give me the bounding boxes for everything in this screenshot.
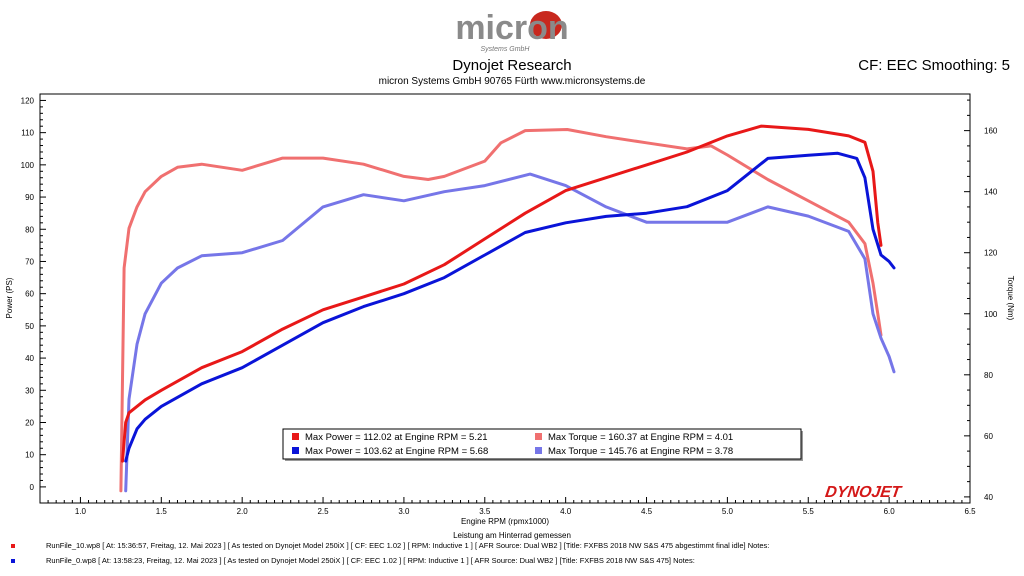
x-tick-label: 4.5 bbox=[641, 507, 653, 516]
y-axis-label: Power (PS) bbox=[5, 277, 14, 318]
legend-swatch bbox=[535, 433, 542, 440]
x-tick-label: 6.5 bbox=[964, 507, 976, 516]
y2-tick-label: 40 bbox=[984, 493, 993, 502]
chart-subtitle: micron Systems GmbH 90765 Fürth www.micr… bbox=[378, 76, 646, 87]
y2-axis-label: Torque (Nm) bbox=[1006, 276, 1015, 321]
chart-title: Dynojet Research bbox=[452, 57, 572, 74]
y-tick-label: 60 bbox=[25, 290, 34, 299]
run2-color-swatch bbox=[11, 559, 15, 563]
run1-info: RunFile_10.wp8 [ At: 15:36:57, Freitag, … bbox=[46, 541, 770, 550]
y-tick-label: 90 bbox=[25, 193, 34, 202]
run2-info: RunFile_0.wp8 [ At: 13:58:23, Freitag, 1… bbox=[46, 556, 695, 565]
dynojet-brand: DYNOJET bbox=[824, 483, 903, 501]
y-tick-label: 10 bbox=[25, 451, 34, 460]
legend-swatch bbox=[535, 447, 542, 454]
legend-entry: Max Torque = 145.76 at Engine RPM = 3.78 bbox=[548, 446, 733, 457]
y2-tick-label: 160 bbox=[984, 127, 998, 136]
measurement-note: Leistung am Hinterrad gemessen bbox=[453, 531, 571, 540]
x-tick-label: 5.0 bbox=[722, 507, 734, 516]
series-line-1 bbox=[121, 124, 883, 463]
y-tick-label: 50 bbox=[25, 322, 34, 331]
x-tick-label: 3.0 bbox=[398, 507, 410, 516]
x-tick-label: 1.5 bbox=[156, 507, 168, 516]
logo-wordmark: micron bbox=[455, 9, 568, 47]
y-tick-label: 80 bbox=[25, 225, 34, 234]
legend-swatch bbox=[292, 433, 299, 440]
y-tick-label: 100 bbox=[21, 161, 35, 170]
x-tick-label: 4.0 bbox=[560, 507, 572, 516]
series-line-3 bbox=[119, 128, 883, 493]
y2-tick-label: 120 bbox=[984, 249, 998, 258]
legend-entry: Max Power = 112.02 at Engine RPM = 5.21 bbox=[305, 432, 488, 443]
run1-color-swatch bbox=[11, 544, 15, 548]
y2-tick-label: 140 bbox=[984, 188, 998, 197]
smoothing-label: CF: EEC Smoothing: 5 bbox=[858, 57, 1010, 74]
x-tick-label: 2.0 bbox=[237, 507, 249, 516]
legend-swatch bbox=[292, 447, 299, 454]
y-tick-label: 30 bbox=[25, 386, 34, 395]
y2-tick-label: 100 bbox=[984, 310, 998, 319]
x-tick-label: 6.0 bbox=[884, 507, 896, 516]
logo-subtext: Systems GmbH bbox=[480, 46, 530, 53]
x-axis-label: Engine RPM (rpmx1000) bbox=[461, 517, 549, 526]
legend-entry: Max Torque = 160.37 at Engine RPM = 4.01 bbox=[548, 432, 733, 443]
x-tick-label: 1.0 bbox=[75, 507, 87, 516]
y-tick-label: 20 bbox=[25, 418, 34, 427]
y-tick-label: 40 bbox=[25, 354, 34, 363]
y-tick-label: 120 bbox=[21, 96, 35, 105]
series-line-2 bbox=[124, 151, 896, 463]
series-line-4 bbox=[124, 172, 896, 493]
micron-logo: micron Systems GmbH bbox=[445, 8, 580, 54]
y-tick-label: 110 bbox=[21, 129, 34, 138]
y-tick-label: 70 bbox=[25, 257, 34, 266]
x-tick-label: 2.5 bbox=[317, 507, 329, 516]
x-tick-label: 3.5 bbox=[479, 507, 491, 516]
x-tick-label: 5.5 bbox=[803, 507, 815, 516]
y-tick-label: 0 bbox=[30, 483, 35, 492]
y2-tick-label: 80 bbox=[984, 371, 993, 380]
y2-tick-label: 60 bbox=[984, 432, 993, 441]
legend-entry: Max Power = 103.62 at Engine RPM = 5.68 bbox=[305, 446, 488, 457]
